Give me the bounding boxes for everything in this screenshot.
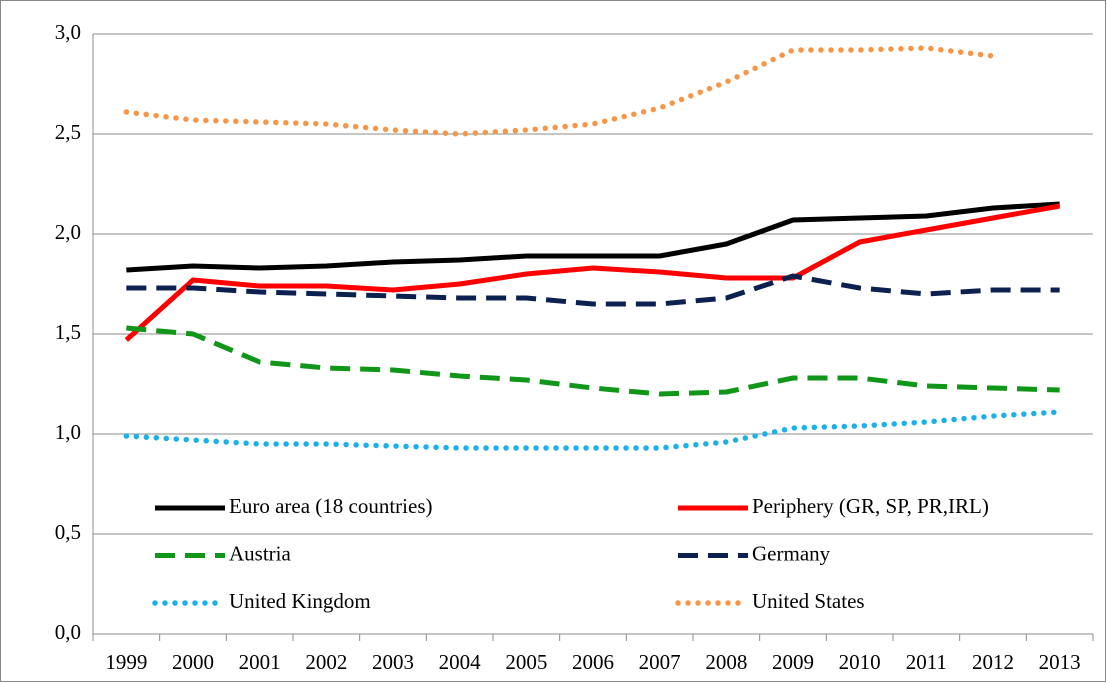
x-tick-label: 2001 [239, 650, 281, 674]
series-line [124, 203, 1061, 342]
legend-label: Euro area (18 countries) [229, 494, 433, 518]
series-line [126, 325, 1060, 397]
series-line [126, 273, 1060, 307]
y-tick-label: 2,5 [55, 120, 81, 144]
legend-label: Periphery (GR, SP, PR,IRL) [752, 494, 989, 518]
x-tick-label: 2010 [839, 650, 881, 674]
x-tick-label: 2013 [1039, 650, 1081, 674]
x-tick-label: 2009 [772, 650, 814, 674]
x-tick-label: 1999 [105, 650, 147, 674]
legend-label: Germany [752, 541, 831, 565]
legend-label: Austria [229, 541, 292, 565]
x-tick-label: 2006 [572, 650, 614, 674]
y-tick-label: 2,0 [55, 220, 81, 244]
legend-label: United Kingdom [229, 589, 371, 613]
x-tick-label: 2011 [906, 650, 947, 674]
x-tick-label: 2005 [505, 650, 547, 674]
y-tick-label: 1,5 [55, 320, 81, 344]
x-tick-label: 2003 [372, 650, 414, 674]
y-tick-label: 0,0 [55, 620, 81, 644]
y-tick-label: 1,0 [55, 420, 81, 444]
x-tick-label: 2007 [639, 650, 681, 674]
x-tick-label: 2008 [705, 650, 747, 674]
y-tick-label: 0,5 [55, 520, 81, 544]
x-tick-label: 2002 [305, 650, 347, 674]
x-tick-label: 2004 [439, 650, 482, 674]
x-tick-label: 2000 [172, 650, 214, 674]
x-tick-label: 2012 [972, 650, 1014, 674]
y-tick-label: 3,0 [55, 20, 81, 44]
series-line [126, 201, 1060, 273]
series-line [123, 409, 1063, 451]
legend-label: United States [752, 589, 865, 613]
series-line [123, 45, 996, 137]
